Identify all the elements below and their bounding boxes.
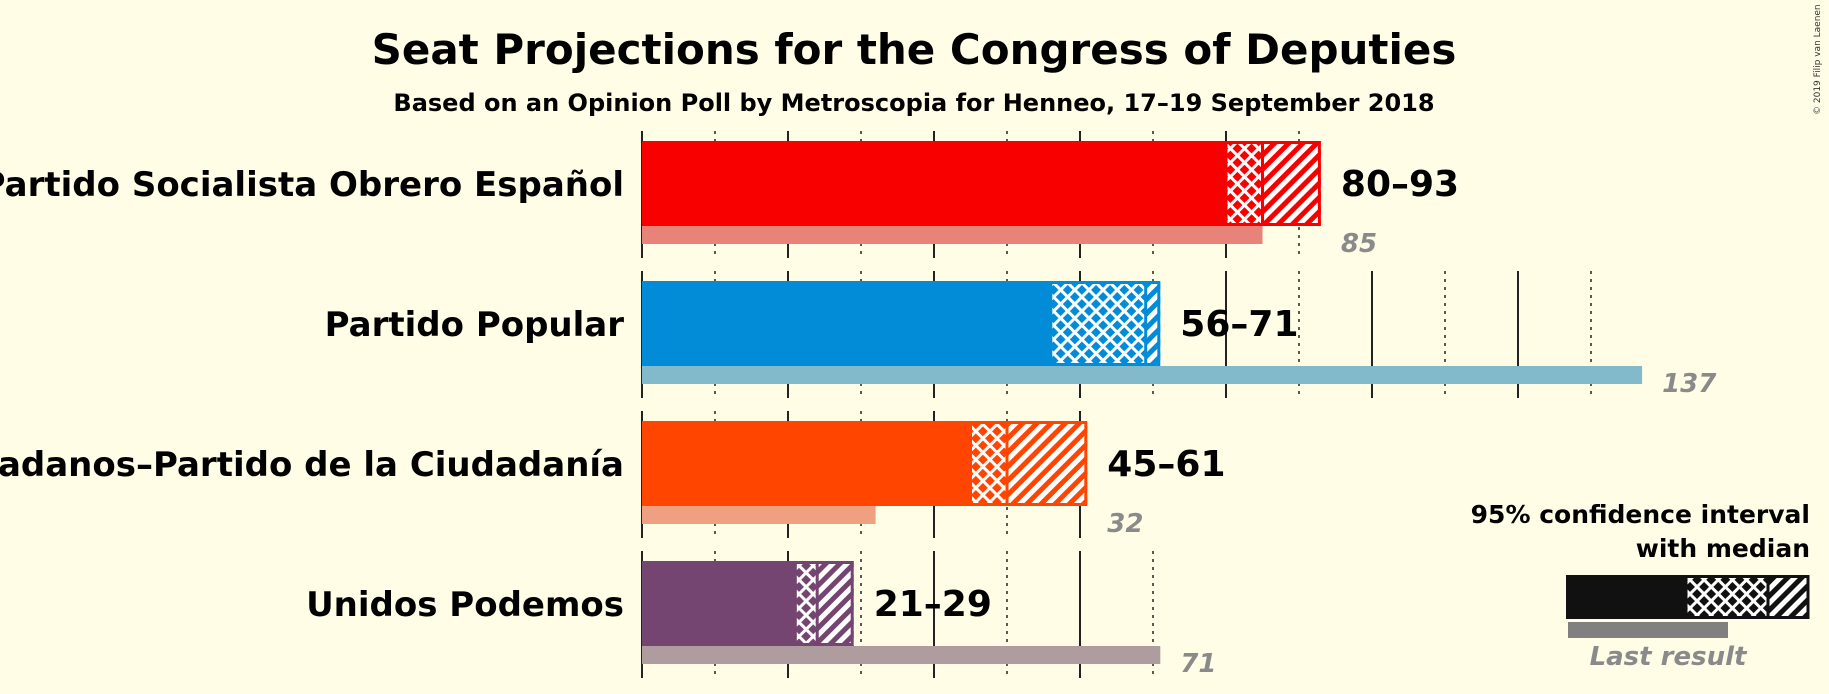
last-result-label: 85 (1341, 229, 1377, 259)
party-label: Unidos Podemos (306, 585, 624, 625)
ci-outline (1049, 281, 1161, 366)
legend-line2: with median (1636, 534, 1810, 563)
party-label: Partido Socialista Obrero Español (0, 165, 624, 205)
ci-lower-segment (795, 561, 818, 646)
legend: 95% confidence interval with median Last r… (1471, 500, 1810, 672)
chart-title: Seat Projections for the Congress of Dep… (372, 25, 1457, 74)
copyright-note: © 2019 Filip van Laenen (1813, 4, 1823, 115)
ci-lower-segment (1226, 141, 1263, 226)
ci-outline (793, 561, 854, 646)
legend-hatch-segment (1768, 575, 1809, 619)
legend-last-label: Last result (1590, 642, 1748, 672)
party-row: Partido Popular 56–71 137 (325, 271, 1717, 399)
range-label: 56–71 (1180, 304, 1298, 345)
last-result-label: 137 (1662, 369, 1717, 399)
last-result-label: 71 (1180, 649, 1216, 679)
ci-upper-segment (817, 561, 854, 646)
legend-line1: 95% confidence interval (1471, 500, 1810, 529)
ci-upper-segment (1145, 281, 1161, 366)
party-row: Partido Socialista Obrero Español 80–93 85 (0, 131, 1459, 259)
last-result-label: 32 (1107, 509, 1143, 539)
bars-layer: Partido Socialista Obrero Español 80–93 85… (0, 131, 1717, 679)
party-label: Partido Popular (325, 305, 625, 345)
ci-lower-segment (970, 421, 1007, 506)
range-label: 45–61 (1107, 444, 1225, 485)
last-result-bar (642, 646, 1161, 664)
legend-ci-outline (1684, 575, 1810, 619)
last-result-bar (642, 226, 1263, 244)
party-row: Unidos Podemos 21–29 71 (306, 551, 1216, 679)
ci-upper-segment (1007, 421, 1088, 506)
ci-lower-segment (1050, 281, 1146, 366)
projection-bar (642, 561, 796, 646)
projection-bar (642, 421, 971, 506)
legend-solid-bar (1566, 575, 1686, 619)
ci-outline (969, 421, 1088, 506)
ci-outline (1224, 141, 1321, 226)
chart-subtitle: Based on an Opinion Poll by Metroscopia … (393, 89, 1434, 117)
projection-bar (642, 281, 1051, 366)
range-label: 80–93 (1341, 164, 1459, 205)
last-result-bar (642, 506, 876, 524)
legend-cross-segment (1686, 575, 1768, 619)
legend-last-bar (1568, 622, 1728, 638)
ci-upper-segment (1262, 141, 1321, 226)
projection-bar (642, 141, 1226, 226)
party-row: Ciudadanos–Partido de la Ciudadanía 45–61… (0, 411, 1226, 539)
last-result-bar (642, 366, 1643, 384)
range-label: 21–29 (874, 584, 992, 625)
party-label: Ciudadanos–Partido de la Ciudadanía (0, 445, 624, 485)
